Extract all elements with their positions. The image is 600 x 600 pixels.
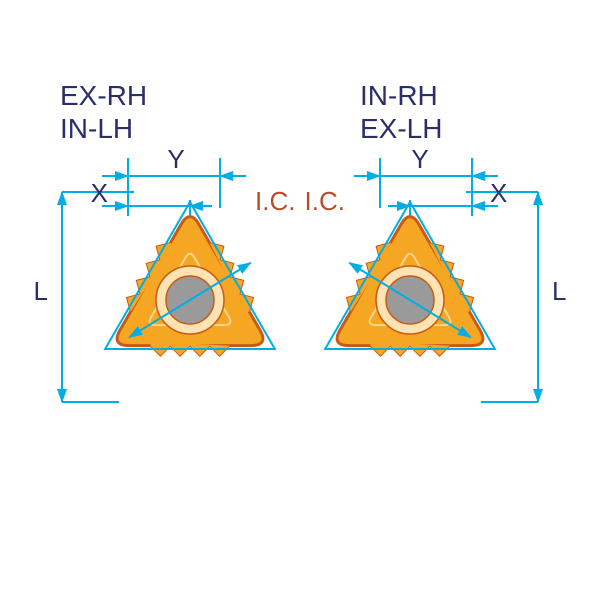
- title-left-2: IN-LH: [60, 113, 133, 144]
- title-left-1: EX-RH: [60, 80, 147, 111]
- label-X-left: X: [91, 178, 108, 208]
- title-right-2: EX-LH: [360, 113, 442, 144]
- label-Y-left: Y: [167, 144, 184, 174]
- label-IC-right: I.C.: [305, 186, 345, 216]
- diagram: EX-RHIN-LH IN-RHEX-LH L L Y X I.C. Y X I.C.: [0, 0, 600, 600]
- label-L-right: L: [552, 276, 566, 306]
- label-X-right: X: [490, 178, 507, 208]
- label-L-left: L: [34, 276, 48, 306]
- label-Y-right: Y: [411, 144, 428, 174]
- label-IC-left: I.C.: [255, 186, 295, 216]
- title-right-1: IN-RH: [360, 80, 438, 111]
